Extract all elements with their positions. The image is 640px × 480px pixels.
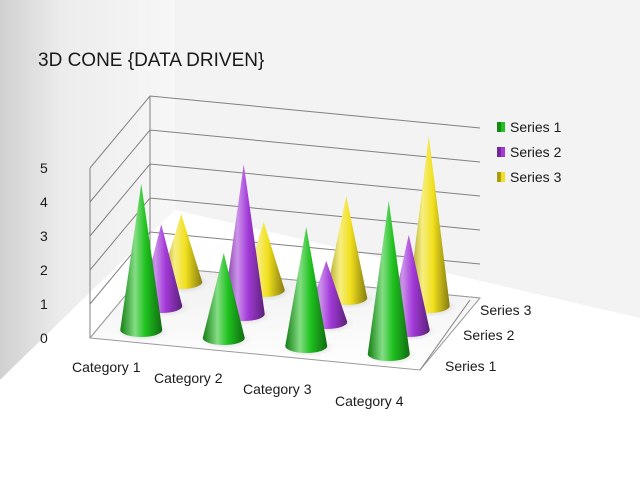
- y-tick-label: 0: [40, 330, 48, 346]
- category-label: Category 3: [243, 381, 312, 397]
- category-label: Category 2: [154, 370, 223, 386]
- cone: [199, 253, 252, 349]
- legend-swatch: [497, 122, 505, 132]
- depth-axis-line: [419, 299, 471, 371]
- category-label: Category 1: [72, 359, 141, 375]
- category-label: Category 4: [335, 393, 404, 409]
- legend-label: Series 3: [510, 169, 562, 185]
- left-wall: [0, 0, 175, 380]
- cone-body: [120, 183, 163, 338]
- cones: [117, 136, 457, 365]
- cone: [282, 227, 335, 357]
- series-axis-label: Series 3: [480, 302, 532, 318]
- series-axis-label: Series 1: [445, 358, 497, 374]
- y-tick-label: 1: [40, 296, 48, 312]
- y-tick-label: 4: [40, 194, 48, 210]
- legend-swatch: [497, 172, 505, 182]
- legend-label: Series 2: [510, 144, 562, 160]
- legend-swatch: [497, 147, 505, 157]
- cone-body: [222, 164, 265, 321]
- y-tick-label: 3: [40, 228, 48, 244]
- legend-label: Series 1: [510, 119, 562, 135]
- cone-body: [202, 253, 245, 346]
- cone-body: [367, 201, 410, 361]
- back-wall: [175, 0, 640, 318]
- cone: [117, 183, 170, 341]
- axis-ticks: 0 1 2 3 4 5 Category 1 Category 2 Category 3 Cate…: [40, 160, 532, 409]
- cone-body: [285, 227, 328, 353]
- legend: Series 1 Series 2 Series 3: [497, 119, 562, 185]
- cone-body: [325, 196, 368, 305]
- cone: [364, 201, 417, 365]
- y-tick-label: 2: [40, 262, 48, 278]
- series-axis-label: Series 2: [463, 327, 515, 343]
- chart-title: 3D CONE {DATA DRIVEN}: [38, 50, 264, 71]
- y-tick-label: 5: [40, 160, 48, 176]
- cone-body: [407, 136, 450, 313]
